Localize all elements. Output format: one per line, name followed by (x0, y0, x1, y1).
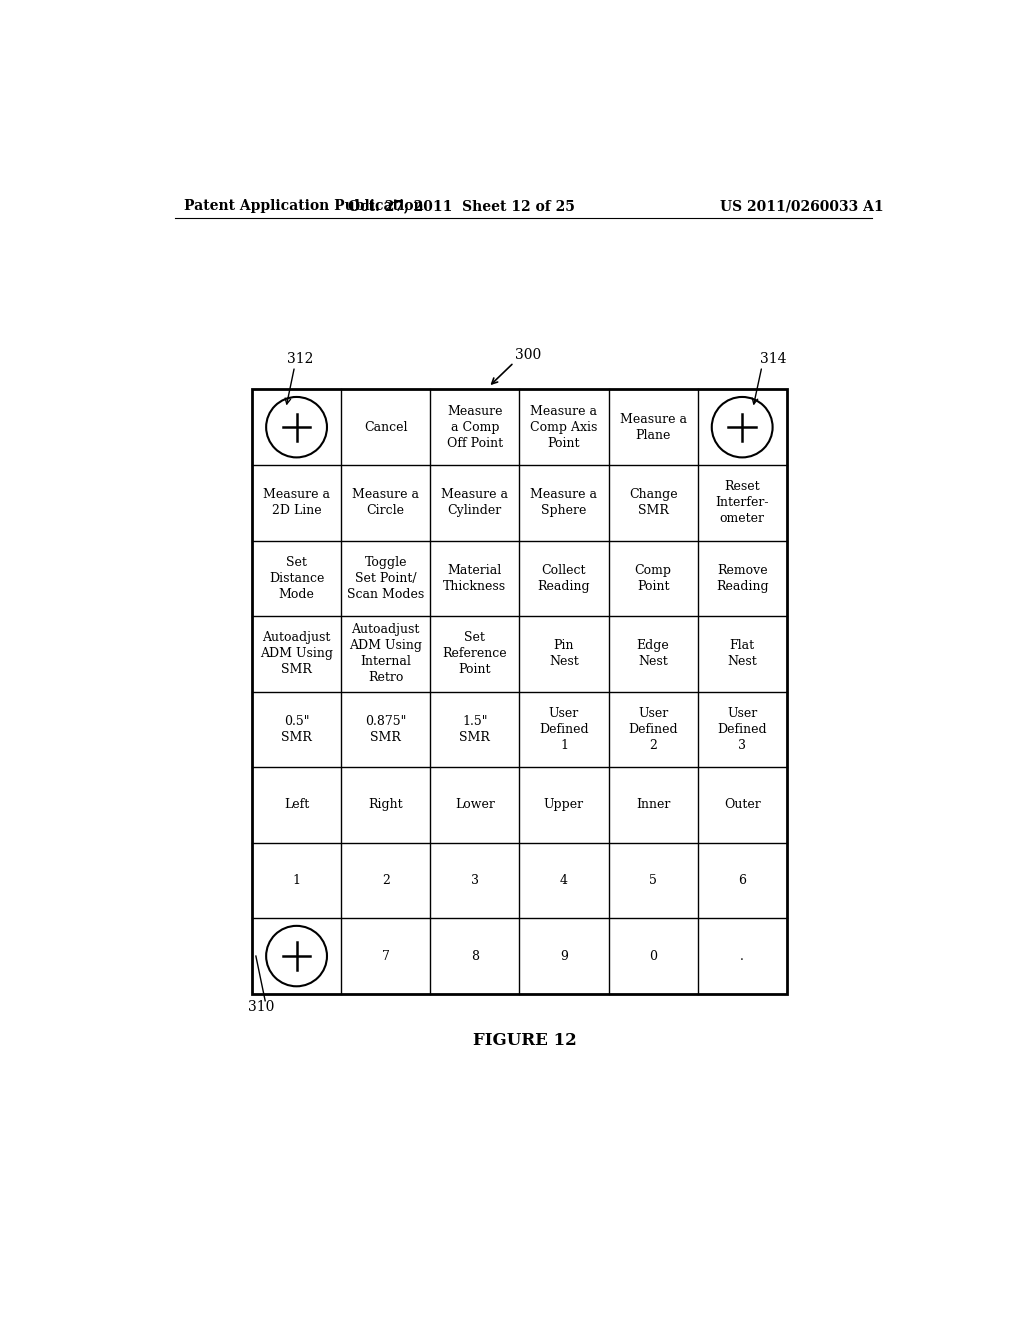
Text: Set
Distance
Mode: Set Distance Mode (269, 556, 325, 601)
Text: Measure a
Circle: Measure a Circle (352, 488, 419, 517)
Text: 0: 0 (649, 949, 657, 962)
Text: Comp
Point: Comp Point (635, 564, 672, 593)
Text: 300: 300 (515, 347, 542, 362)
Text: 310: 310 (248, 1001, 274, 1014)
Text: Flat
Nest: Flat Nest (727, 639, 757, 668)
Text: Right: Right (369, 799, 403, 812)
Text: Material
Thickness: Material Thickness (443, 564, 507, 593)
Text: Autoadjust
ADM Using
Internal
Retro: Autoadjust ADM Using Internal Retro (349, 623, 422, 684)
Text: Remove
Reading: Remove Reading (716, 564, 768, 593)
Text: Measure a
Plane: Measure a Plane (620, 413, 686, 442)
Text: 5: 5 (649, 874, 657, 887)
Text: Toggle
Set Point/
Scan Modes: Toggle Set Point/ Scan Modes (347, 556, 424, 601)
Text: Change
SMR: Change SMR (629, 488, 677, 517)
Text: 0.5"
SMR: 0.5" SMR (282, 715, 312, 744)
Text: User
Defined
2: User Defined 2 (629, 708, 678, 752)
Text: Patent Application Publication: Patent Application Publication (183, 199, 424, 213)
Text: 9: 9 (560, 949, 568, 962)
Text: Collect
Reading: Collect Reading (538, 564, 590, 593)
Text: Measure a
Sphere: Measure a Sphere (530, 488, 597, 517)
Text: 314: 314 (760, 351, 786, 366)
Text: 4: 4 (560, 874, 568, 887)
Text: 6: 6 (738, 874, 746, 887)
Bar (252, 389, 786, 994)
Text: Measure a
Cylinder: Measure a Cylinder (441, 488, 508, 517)
Text: User
Defined
1: User Defined 1 (539, 708, 589, 752)
Text: 1.5"
SMR: 1.5" SMR (460, 715, 490, 744)
Text: Pin
Nest: Pin Nest (549, 639, 579, 668)
Text: US 2011/0260033 A1: US 2011/0260033 A1 (721, 199, 884, 213)
Text: Reset
Interfer-
ometer: Reset Interfer- ometer (716, 480, 769, 525)
Text: 8: 8 (471, 949, 479, 962)
Text: Edge
Nest: Edge Nest (637, 639, 670, 668)
Text: Cancel: Cancel (364, 421, 408, 434)
Text: 312: 312 (287, 351, 313, 366)
Text: User
Defined
3: User Defined 3 (718, 708, 767, 752)
Text: 1: 1 (293, 874, 301, 887)
Text: 0.875"
SMR: 0.875" SMR (365, 715, 407, 744)
Text: Measure a
2D Line: Measure a 2D Line (263, 488, 330, 517)
Text: FIGURE 12: FIGURE 12 (473, 1031, 577, 1048)
Text: .: . (740, 949, 744, 962)
Text: 3: 3 (471, 874, 479, 887)
Text: Inner: Inner (636, 799, 671, 812)
Text: Outer: Outer (724, 799, 761, 812)
Text: 2: 2 (382, 874, 389, 887)
Text: 7: 7 (382, 949, 389, 962)
Text: Upper: Upper (544, 799, 584, 812)
Text: Autoadjust
ADM Using
SMR: Autoadjust ADM Using SMR (260, 631, 333, 676)
Text: Oct. 27, 2011  Sheet 12 of 25: Oct. 27, 2011 Sheet 12 of 25 (348, 199, 574, 213)
Text: Measure
a Comp
Off Point: Measure a Comp Off Point (446, 405, 503, 450)
Text: Set
Reference
Point: Set Reference Point (442, 631, 507, 676)
Text: Measure a
Comp Axis
Point: Measure a Comp Axis Point (530, 405, 598, 450)
Text: Lower: Lower (455, 799, 495, 812)
Text: Left: Left (284, 799, 309, 812)
